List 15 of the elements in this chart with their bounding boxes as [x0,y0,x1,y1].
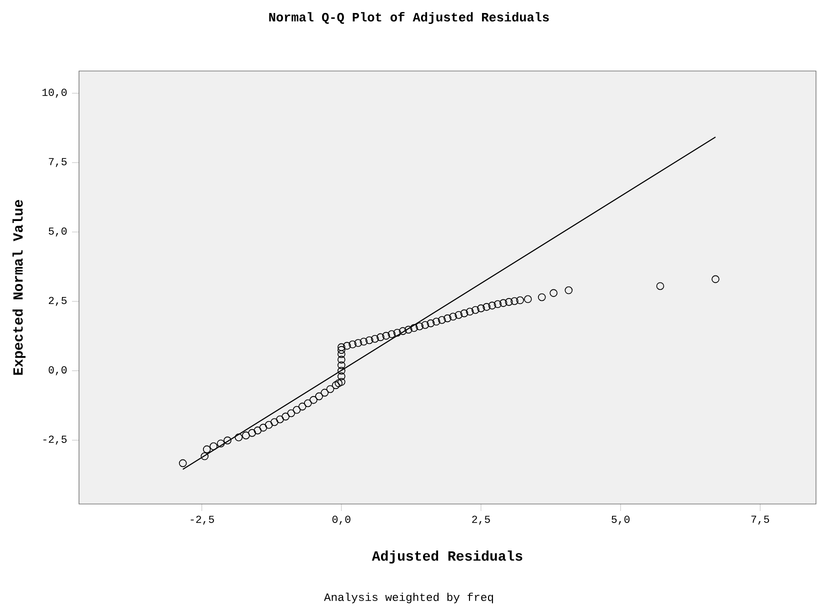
chart-title: Normal Q-Q Plot of Adjusted Residuals [269,12,549,24]
y-tick-label: 0,0 [48,366,67,376]
x-axis-title: Adjusted Residuals [372,550,522,564]
x-tick-label: 2,5 [472,516,490,525]
x-tick-label: -2,5 [190,516,214,525]
y-tick-label: 2,5 [48,296,67,306]
y-tick-label: 5,0 [48,227,67,236]
text: Analysis weighted by freq [324,592,493,604]
y-tick-label: 10,0 [42,88,67,98]
y-tick-label: 7,5 [48,158,67,168]
x-tick-label: 7,5 [751,516,770,525]
x-tick-label: 0,0 [332,516,350,525]
y-axis-title: Expected Normal Value [12,200,26,375]
x-tick-label: 5,0 [612,516,630,525]
y-tick-label: -2,5 [43,436,67,445]
